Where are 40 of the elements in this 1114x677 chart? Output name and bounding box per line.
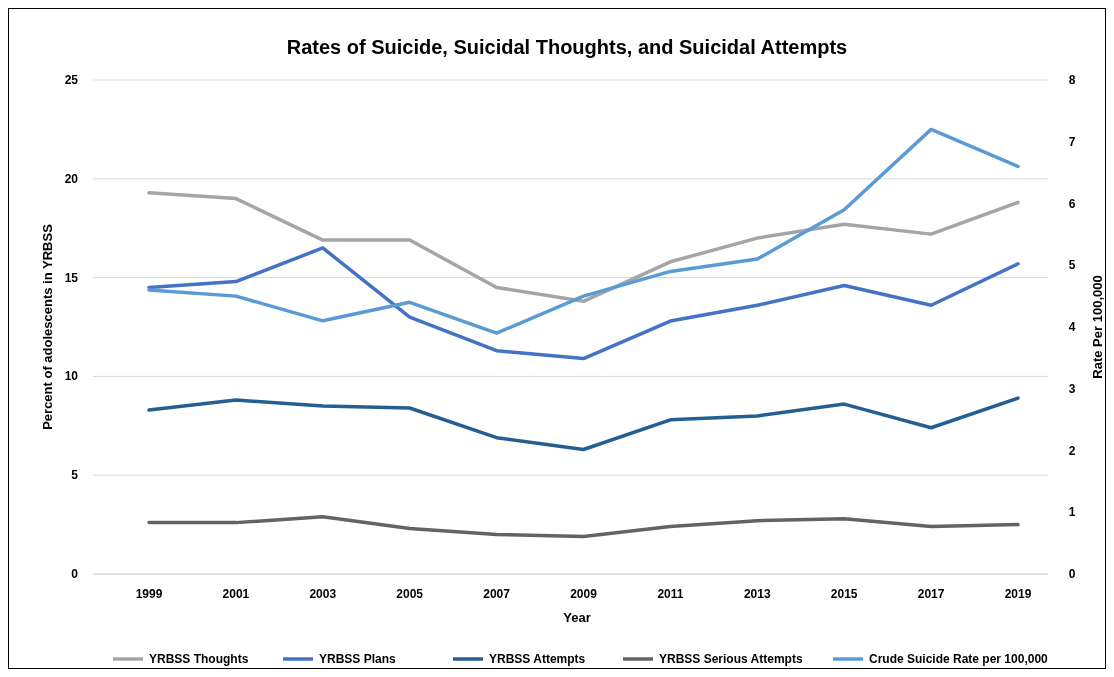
x-tick-label: 2019 xyxy=(1004,587,1032,601)
legend-label: YRBSS Thoughts xyxy=(149,652,249,666)
line-series xyxy=(147,396,1020,452)
y2-tick-label: 4 xyxy=(1068,320,1076,334)
y2-tick-label: 2 xyxy=(1068,443,1076,458)
y2-tick-label: 8 xyxy=(1068,73,1076,87)
y-tick-label: 25 xyxy=(64,73,79,87)
line-series xyxy=(147,514,1020,539)
legend-label: YRBSS Plans xyxy=(319,652,397,666)
x-tick-label: 2009 xyxy=(570,587,598,601)
line-series xyxy=(147,127,1020,335)
y2-tick-label: 5 xyxy=(1068,258,1076,273)
y2-tick-label: 3 xyxy=(1068,381,1076,396)
y2-axis-title: Rate Per 100,000 xyxy=(1090,275,1105,379)
y2-tick-label: 7 xyxy=(1068,134,1076,149)
x-tick-label: 2011 xyxy=(657,587,684,601)
y2-tick-label: 1 xyxy=(1068,505,1076,520)
x-tick-label: 2001 xyxy=(222,587,250,601)
y-tick-label: 15 xyxy=(64,270,79,285)
y2-tick-label: 6 xyxy=(1068,196,1076,211)
y-tick-label: 0 xyxy=(71,567,79,581)
legend-label: YRBSS Attempts xyxy=(489,652,586,666)
x-tick-label: 2017 xyxy=(917,587,945,601)
y-axis-title: Percent of adolescents in YRBSS xyxy=(40,223,55,430)
legend-label: Crude Suicide Rate per 100,000 xyxy=(869,652,1049,666)
x-tick-label: 2013 xyxy=(743,587,771,601)
y-tick-label: 10 xyxy=(64,369,79,384)
x-tick-label: 2005 xyxy=(396,587,424,601)
line-series xyxy=(147,190,1020,304)
x-tick-label: 2015 xyxy=(830,587,858,601)
chart-title: Rates of Suicide, Suicidal Thoughts, and Suicidal Attempts xyxy=(286,36,848,58)
x-tick-label: 2003 xyxy=(309,587,337,601)
y-tick-label: 5 xyxy=(71,468,79,483)
x-tick-label: 2007 xyxy=(483,587,511,601)
legend-label: YRBSS Serious Attempts xyxy=(659,652,803,666)
y2-tick-label: 0 xyxy=(1068,567,1076,581)
x-tick-label: 1999 xyxy=(135,587,163,601)
x-axis-title: Year xyxy=(563,610,591,625)
line-series xyxy=(147,246,1020,361)
y-tick-label: 20 xyxy=(64,171,79,186)
